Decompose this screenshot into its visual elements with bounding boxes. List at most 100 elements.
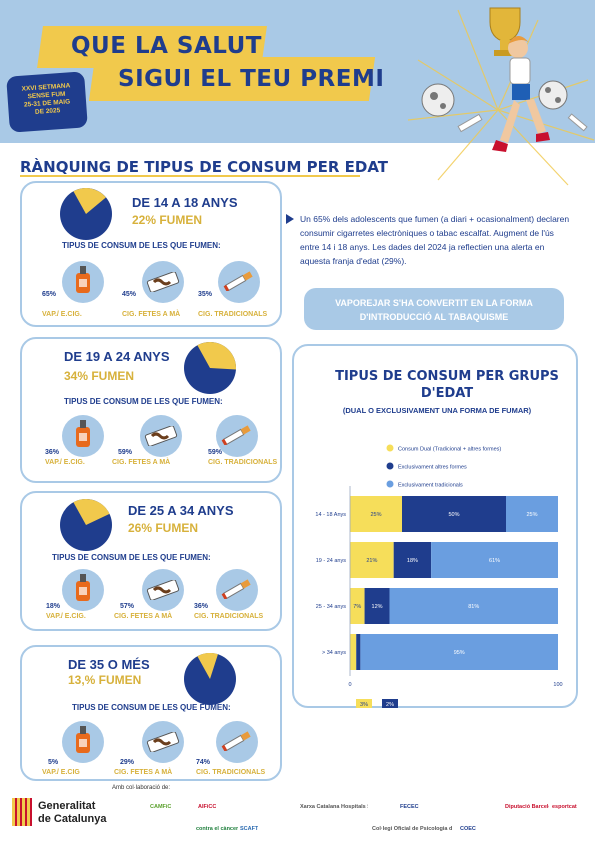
consumption-label: CIG. FETES A MÀ [122,311,181,318]
consumption-value: 65% [42,291,57,298]
age-card-25-34: DE 25 A 34 ANYS 26% FUMEN TIPUS DE CONSU… [20,491,282,631]
consumption-item-vape: 5% VAP./ E.CIG [40,717,120,787]
partner-logo-coec: COEC [460,826,476,832]
consumption-value: 59% [118,449,133,456]
smokers-percentage: 13,% FUMEN [68,673,142,687]
data-label-box [382,699,398,708]
rolled-cigarette-icon [146,580,180,600]
age-card-14-18: DE 14 A 18 ANYS 22% FUMEN TIPUS DE CONSU… [20,181,282,327]
headline-line1: Que la salut [71,33,262,59]
pie-smokers-slice [197,653,218,679]
age-card-35-plus: DE 35 O MÉS 13,% FUMEN TIPUS DE CONSUM D… [20,645,282,781]
consumption-value: 35% [198,291,213,298]
consumption-value: 18% [46,603,61,610]
partner-logo-fecec: FECEC [400,804,419,810]
category-label: 14 - 18 Anys [315,512,346,518]
gov-line1: Generalitat [38,800,96,812]
stacked-bar-chart: Consum Dual (Tradicional + altres formes… [315,444,563,708]
consumption-item-vape: 36% VAP./ E.CIG. [40,411,120,481]
vaping-highlight-box: Vaporejar s'ha convertit en la forma d'i… [304,288,564,330]
consumption-subtitle: TIPUS DE CONSUM DE LES QUE FUMEN: [64,397,223,406]
consumption-value: 36% [194,603,209,610]
ranking-section-title: Rànquing de tipus de consum per edat [20,158,388,176]
bar-segment [350,542,394,578]
consumption-value: 59% [208,449,223,456]
age-range-label: DE 19 A 24 ANYS [64,349,170,364]
athlete-trophy-illustration [407,7,595,186]
consumption-subtitle: TIPUS DE CONSUM DE LES QUE FUMEN: [62,241,221,250]
partner-logo-copc: Col·legi Oficial de Psicologia de Catalu… [372,826,452,832]
bar-segment [350,496,402,532]
cigarette-icon [221,425,251,445]
category-label: 25 - 34 anys [316,604,347,610]
smokers-pie-chart [184,653,236,705]
pie-smokers-slice [73,188,106,214]
pie-non-smokers-slice [184,653,236,705]
consumption-subtitle: TIPUS DE CONSUM DE LES QUE FUMEN: [72,703,231,712]
consumption-value: 5% [48,759,59,766]
footer: Amb col·laboració de: Generalitat de Cat… [0,780,595,845]
consumption-label: CIG. TRADICIONALS [194,613,264,620]
age-range-label: DE 35 O MÉS [68,657,150,672]
cigarette-icon [221,731,251,751]
category-label: > 34 anys [322,650,346,656]
bullet-arrow-icon [286,214,294,224]
consumption-item-traditional: 74% CIG. TRADICIONALS [186,717,266,787]
consumption-value: 29% [120,759,135,766]
consumption-item-rolled: 29% CIG. FETES A MÀ [114,717,194,787]
data-label: 18% [407,558,418,564]
legend-swatch [386,480,394,488]
consumption-item-rolled: 57% CIG. FETES A MÀ [114,565,194,635]
bar-segment [506,496,558,532]
consumption-subtitle: TIPUS DE CONSUM DE LES QUE FUMEN: [52,553,211,562]
smokers-pie-chart [184,342,236,394]
generalitat-logo [12,798,32,826]
chart-title: Tipus de consum per grups d'edat [335,369,559,401]
smokers-percentage: 34% FUMEN [64,369,135,383]
collaboration-label: Amb col·laboració de: [112,785,171,791]
bar-segment [350,634,357,670]
bar-segment [350,588,365,624]
section-title-underline [20,175,360,177]
bar-segment [364,588,390,624]
consumption-label: CIG. TRADICIONALS [208,459,278,466]
consumption-label: VAP./ E.CIG [42,769,80,776]
data-label: 95% [454,650,465,656]
partner-logo-xarxa: Xarxa Catalana Hospitals Sense Fum [300,804,368,810]
pie-smokers-slice [197,342,236,370]
data-label-box [356,699,372,708]
partner-logo-diputacio: Diputació Barcelona [505,804,549,810]
bar-segment [393,542,432,578]
data-label: 25% [526,512,537,518]
info-paragraph: Un 65% dels adolescents que fumen (a dia… [300,214,570,266]
gov-line2: de Catalunya [38,813,107,825]
consumption-label: CIG. FETES A MÀ [114,613,173,620]
age-range-label: DE 25 A 34 ANYS [128,503,234,518]
consumption-label: VAP./ E.CIG. [46,613,86,620]
consumption-value: 36% [45,449,60,456]
bar-segment [402,496,506,532]
partner-logo-camfic: CAMFiC [150,804,172,810]
chart-subtitle: (DUAL O EXCLUSIVAMENT UNA FORMA DE FUMAR… [342,406,532,415]
data-label: 2% [386,702,394,708]
consumption-chart-card: Tipus de consum per grups d'edat (DUAL O… [292,344,578,708]
consumption-item-vape: 18% VAP./ E.CIG. [40,565,120,635]
bar-segment [431,542,558,578]
rolled-cigarette-icon [146,732,180,752]
bar-segment [360,634,558,670]
data-label: 7% [353,604,361,610]
consumption-value: 45% [122,291,137,298]
consumption-item-traditional: 36% CIG. TRADICIONALS [186,565,266,635]
partner-logo-contra-cancer: contra el càncer [196,826,239,832]
data-label: 50% [448,512,459,518]
vape-icon [76,266,90,293]
consumption-label: CIG. FETES A MÀ [114,769,173,776]
vape-icon [76,726,90,753]
vape-icon [76,574,90,601]
x-tick-label: 100 [553,682,562,688]
legend-swatch [386,444,394,452]
consumption-label: CIG. FETES A MÀ [112,459,171,466]
consumption-label: VAP./ E.CIG. [42,311,82,318]
partner-logo-esportcat: esportcat [552,804,577,810]
x-tick-label: 0 [348,682,351,688]
